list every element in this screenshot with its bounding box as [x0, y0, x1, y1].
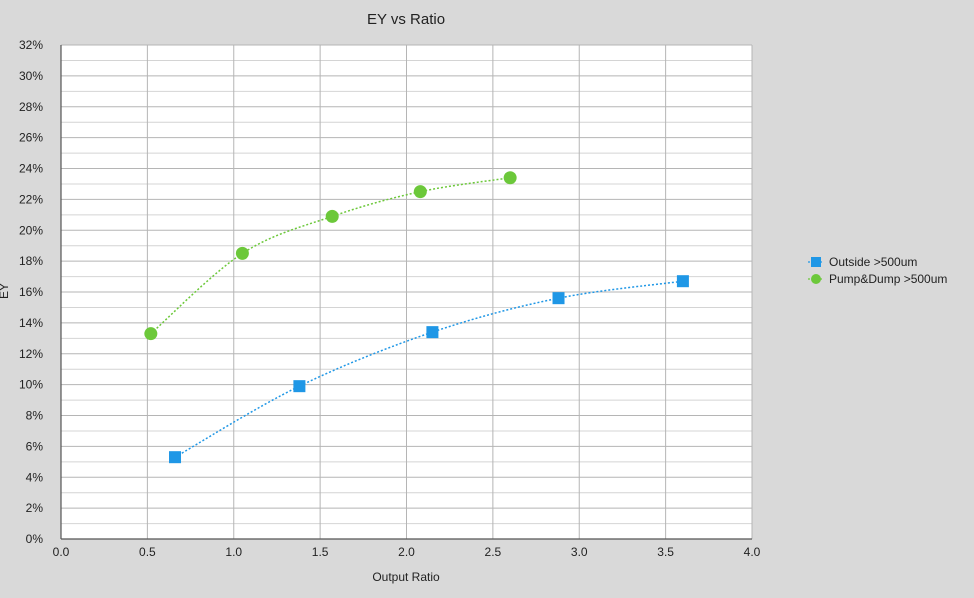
x-tick-label: 1.5 — [312, 545, 329, 559]
data-point-circle — [235, 246, 249, 260]
legend-label: Outside >500um — [829, 255, 917, 269]
y-tick-label: 14% — [19, 316, 43, 330]
y-tick-label: 30% — [19, 69, 43, 83]
legend-marker-square — [811, 257, 821, 267]
series-2 — [144, 171, 517, 341]
y-tick-label: 4% — [26, 470, 44, 484]
data-point-square — [552, 292, 565, 305]
chart-title: EY vs Ratio — [367, 11, 445, 28]
y-tick-label: 12% — [19, 347, 43, 361]
legend-item-1: Outside >500um — [808, 255, 917, 269]
y-tick-label: 10% — [19, 378, 43, 392]
x-tick-label: 0.5 — [139, 545, 156, 559]
x-tick-labels: 0.0 0.5 1.0 1.5 2.0 2.5 3.0 3.5 4.0 — [53, 545, 761, 559]
data-point-square — [169, 451, 182, 464]
series-line — [150, 177, 511, 335]
x-tick-label: 2.5 — [485, 545, 502, 559]
y-tick-labels: 0% 2% 4% 6% 8% 10% 12% 14% 16% 18% 20% 22% 24% 26% 28%… — [19, 38, 43, 546]
legend-marker-circle — [811, 274, 821, 284]
x-tick-label: 2.0 — [398, 545, 415, 559]
y-tick-label: 32% — [19, 38, 43, 52]
series-line — [174, 280, 684, 458]
legend: Outside >500um Pump&Dump >500um — [808, 255, 947, 286]
y-tick-label: 22% — [19, 192, 43, 206]
data-point-square — [426, 326, 439, 339]
y-tick-label: 28% — [19, 100, 43, 114]
y-tick-label: 18% — [19, 254, 43, 268]
y-tick-label: 20% — [19, 223, 43, 237]
major-gridlines — [60, 44, 753, 540]
data-point-circle — [325, 209, 339, 223]
x-tick-label: 3.0 — [571, 545, 588, 559]
x-tick-label: 3.5 — [657, 545, 674, 559]
x-tick-label: 0.0 — [53, 545, 70, 559]
y-axis-label: EY — [0, 283, 11, 299]
x-tick-label: 1.0 — [225, 545, 242, 559]
data-point-square — [676, 275, 689, 288]
x-axis-label: Output Ratio — [372, 570, 440, 584]
x-tick-label: 4.0 — [744, 545, 761, 559]
data-point-circle — [144, 327, 158, 341]
y-tick-label: 24% — [19, 162, 43, 176]
data-point-square — [293, 380, 306, 393]
data-point-circle — [503, 171, 517, 185]
legend-item-2: Pump&Dump >500um — [808, 272, 947, 286]
y-tick-label: 2% — [26, 501, 44, 515]
y-tick-label: 8% — [26, 409, 44, 423]
y-tick-label: 16% — [19, 285, 43, 299]
data-point-circle — [413, 185, 427, 199]
legend-label: Pump&Dump >500um — [829, 272, 947, 286]
series-layer — [144, 171, 689, 464]
y-tick-label: 0% — [26, 532, 44, 546]
y-tick-label: 6% — [26, 439, 44, 453]
y-tick-label: 26% — [19, 131, 43, 145]
axes — [60, 45, 752, 540]
series-1 — [169, 275, 689, 464]
